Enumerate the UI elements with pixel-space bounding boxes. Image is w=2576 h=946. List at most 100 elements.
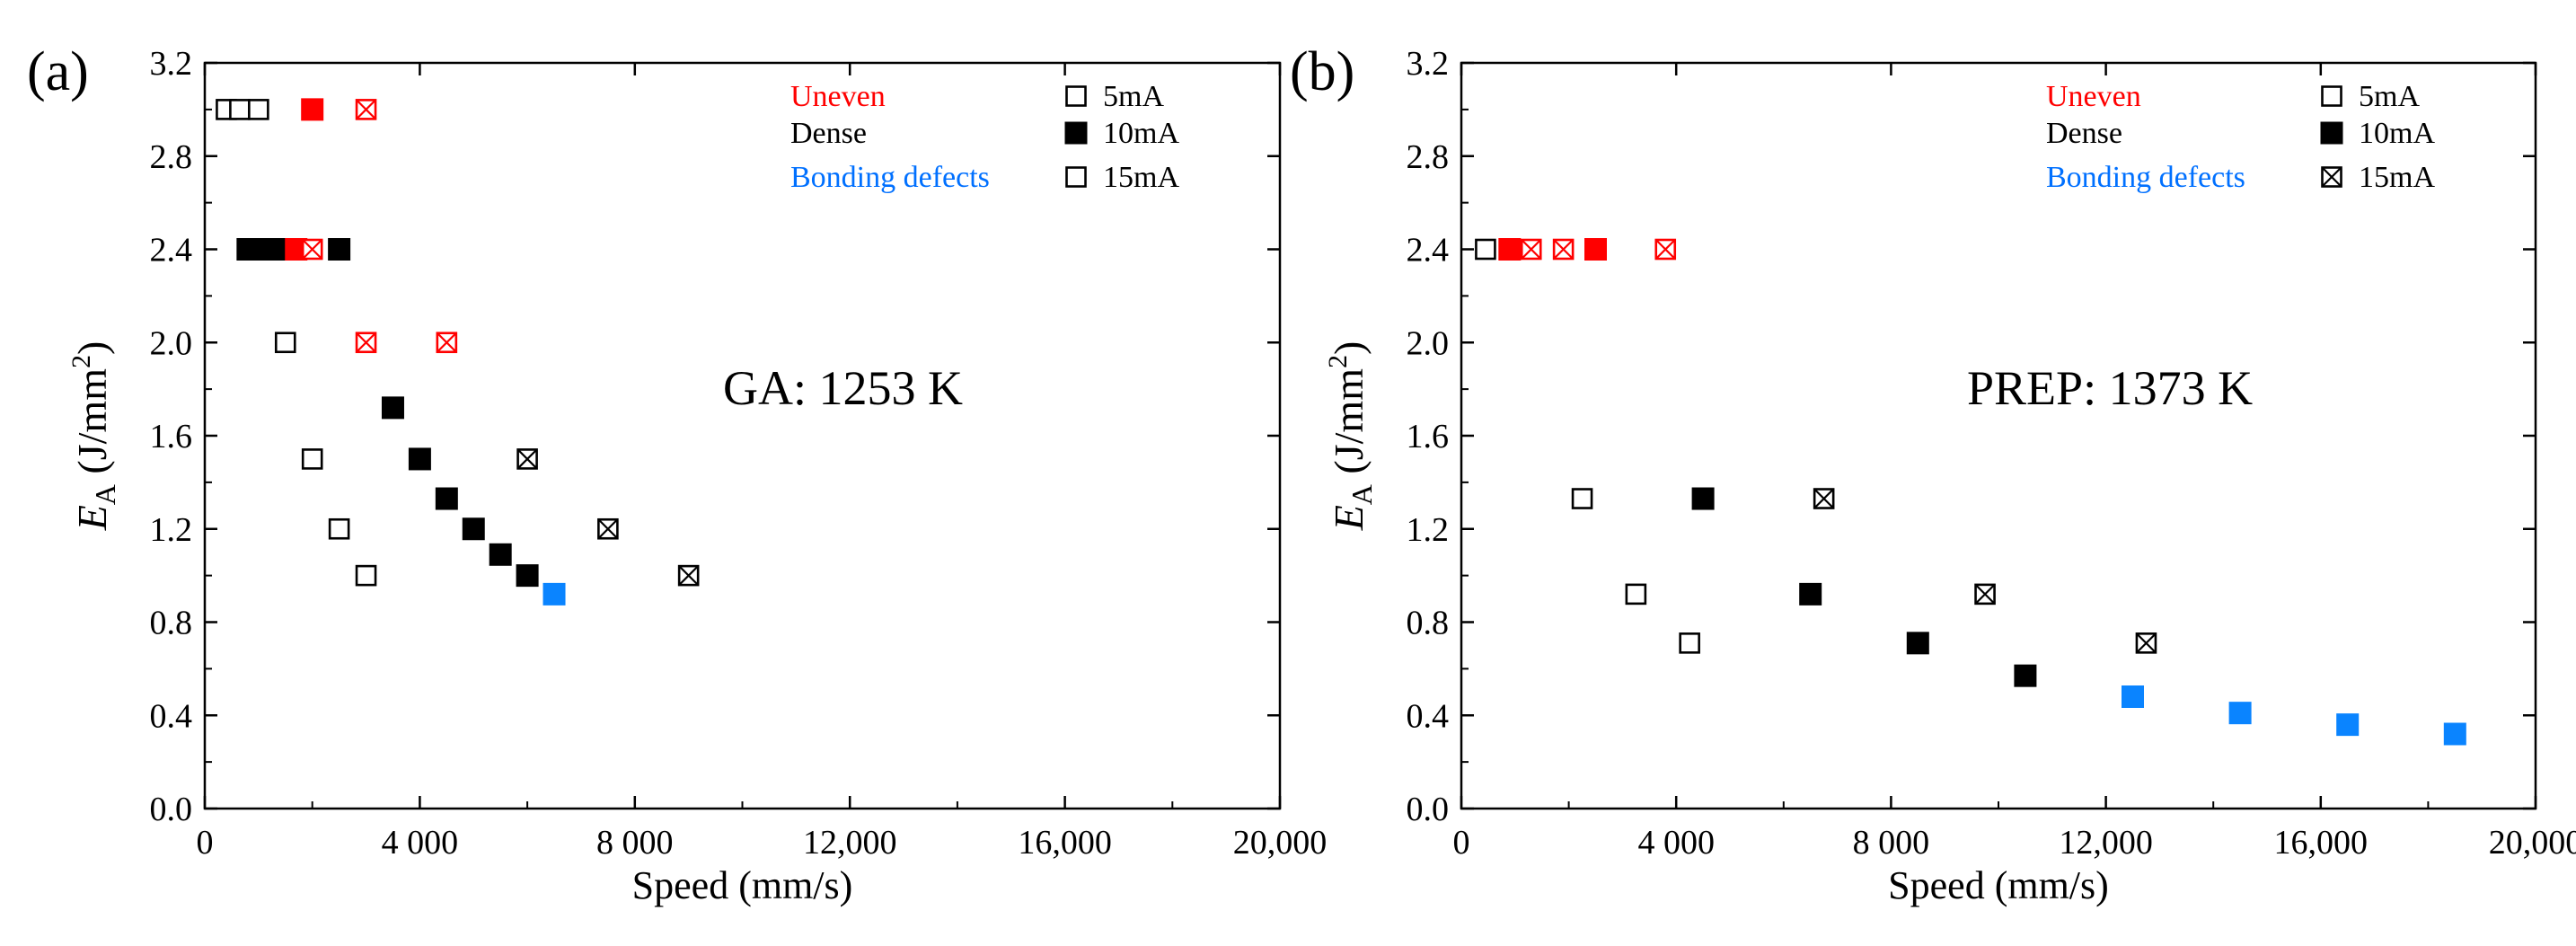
y-tick-label: 0.8 [1407,605,1450,642]
data-point [1475,238,1496,261]
y-tick-label: 0.8 [150,605,193,642]
marker-cross [1975,585,1995,604]
data-point [328,238,351,261]
data-point [301,448,323,470]
y-tick-label: 1.2 [150,511,193,549]
y-label-close: ) [69,341,115,355]
legend-category-label: Uneven [790,80,886,113]
x-tick-label: 8 000 [1853,824,1930,862]
legend-marker-label: 15mA [1103,161,1179,194]
panel-annotation: GA: 1253 K [723,361,963,415]
data-point [355,99,377,120]
y-tick-label: 2.4 [150,232,193,270]
legend-marker [2321,166,2342,188]
y-tick-label: 2.4 [1407,232,1450,270]
y-tick-label: 2.0 [150,324,193,362]
y-tick-label: 3.2 [150,45,193,83]
y-tick-label: 0.0 [150,791,193,828]
marker-cross [679,566,698,585]
data-point [597,517,619,540]
y-axis-label: EA (J/mm2) [1323,341,1378,532]
legend-marker-label: 15mA [2359,161,2435,194]
x-tick-label: 20,000 [2489,824,2576,862]
legend-marker [1065,166,1087,188]
marker-cross [598,519,618,539]
panel-label: (a) [27,41,89,102]
data-point [229,99,251,120]
marker-cross [437,332,456,352]
data-point [1799,582,1822,606]
data-point [2336,713,2360,737]
y-tick-label: 0.4 [150,697,193,735]
y-label-superscript: 2 [1323,355,1353,368]
marker-cross [357,332,375,352]
data-point [274,332,296,354]
legend-marker-label: 10mA [1103,117,1179,150]
legend-marker [2320,121,2343,145]
data-point [1654,238,1677,261]
data-point [355,564,377,587]
y-tick-label: 1.2 [1407,511,1450,549]
marker-cross [1814,489,1833,508]
x-tick-label: 4 000 [382,824,459,862]
legend-marker [1064,121,1088,145]
x-tick-label: 16,000 [2274,824,2369,862]
y-axis-label: EA (J/mm2) [66,341,121,532]
x-axis-label: Speed (mm/s) [632,863,853,907]
y-label-units: (J/mm [69,368,115,484]
data-point [2443,722,2466,746]
data-point [1974,583,1996,606]
legend-marker-label: 5mA [1103,80,1164,113]
x-tick-label: 4 000 [1637,824,1715,862]
legend-category-label: Bonding defects [2046,161,2245,194]
legend-category-label: Dense [790,117,867,150]
data-point [2228,702,2252,725]
y-tick-label: 0.0 [1407,791,1450,828]
y-label-units: (J/mm [1326,368,1372,484]
data-point [436,332,458,354]
data-point [543,582,566,606]
panel-annotation: PREP: 1373 K [1967,361,2253,415]
legend-marker-label: 10mA [2359,117,2435,150]
y-tick-label: 0.4 [1407,697,1450,735]
legend-category-label: Bonding defects [790,161,990,194]
y-label-close: ) [1326,341,1372,355]
y-tick-label: 1.6 [150,418,193,455]
marker-cross [517,449,537,469]
panel-a: 0 4 000 8 000 12,000 16,000 20,000 0.0 0.4 0.8 1.… [27,41,1327,907]
y-label-symbol: E [69,505,115,531]
marker-cross [2137,633,2156,653]
x-tick-label: 16,000 [1018,824,1112,862]
data-point [2122,685,2144,708]
data-point [516,448,538,470]
y-tick-label: 1.6 [1407,418,1450,455]
legend-category-label: Uneven [2046,80,2141,113]
legend-marker [1065,85,1087,107]
data-point [1625,583,1647,606]
y-label-subscript: A [1345,484,1378,505]
x-tick-label: 8 000 [596,824,674,862]
y-tick-label: 2.0 [1407,324,1450,362]
data-point [677,564,700,587]
panel-label: (b) [1290,41,1354,102]
y-tick-label: 3.2 [1407,45,1450,83]
data-point [301,98,324,121]
marker-cross [357,100,375,119]
legend-marker [2321,85,2342,107]
data-point [1571,488,1593,509]
data-point [435,487,458,510]
data-point [2135,632,2157,654]
data-point [1906,632,1929,655]
y-label-superscript: 2 [66,355,96,368]
data-point [263,238,287,261]
data-point [516,564,539,588]
data-point [381,396,404,420]
data-point [462,517,485,541]
x-tick-label: 20,000 [1233,824,1328,862]
y-label-symbol: E [1326,505,1372,531]
marker-cross [2322,167,2342,187]
y-tick-label: 2.8 [150,138,193,176]
x-tick-label: 0 [1453,824,1470,862]
x-axis-label: Speed (mm/s) [1888,863,2109,907]
